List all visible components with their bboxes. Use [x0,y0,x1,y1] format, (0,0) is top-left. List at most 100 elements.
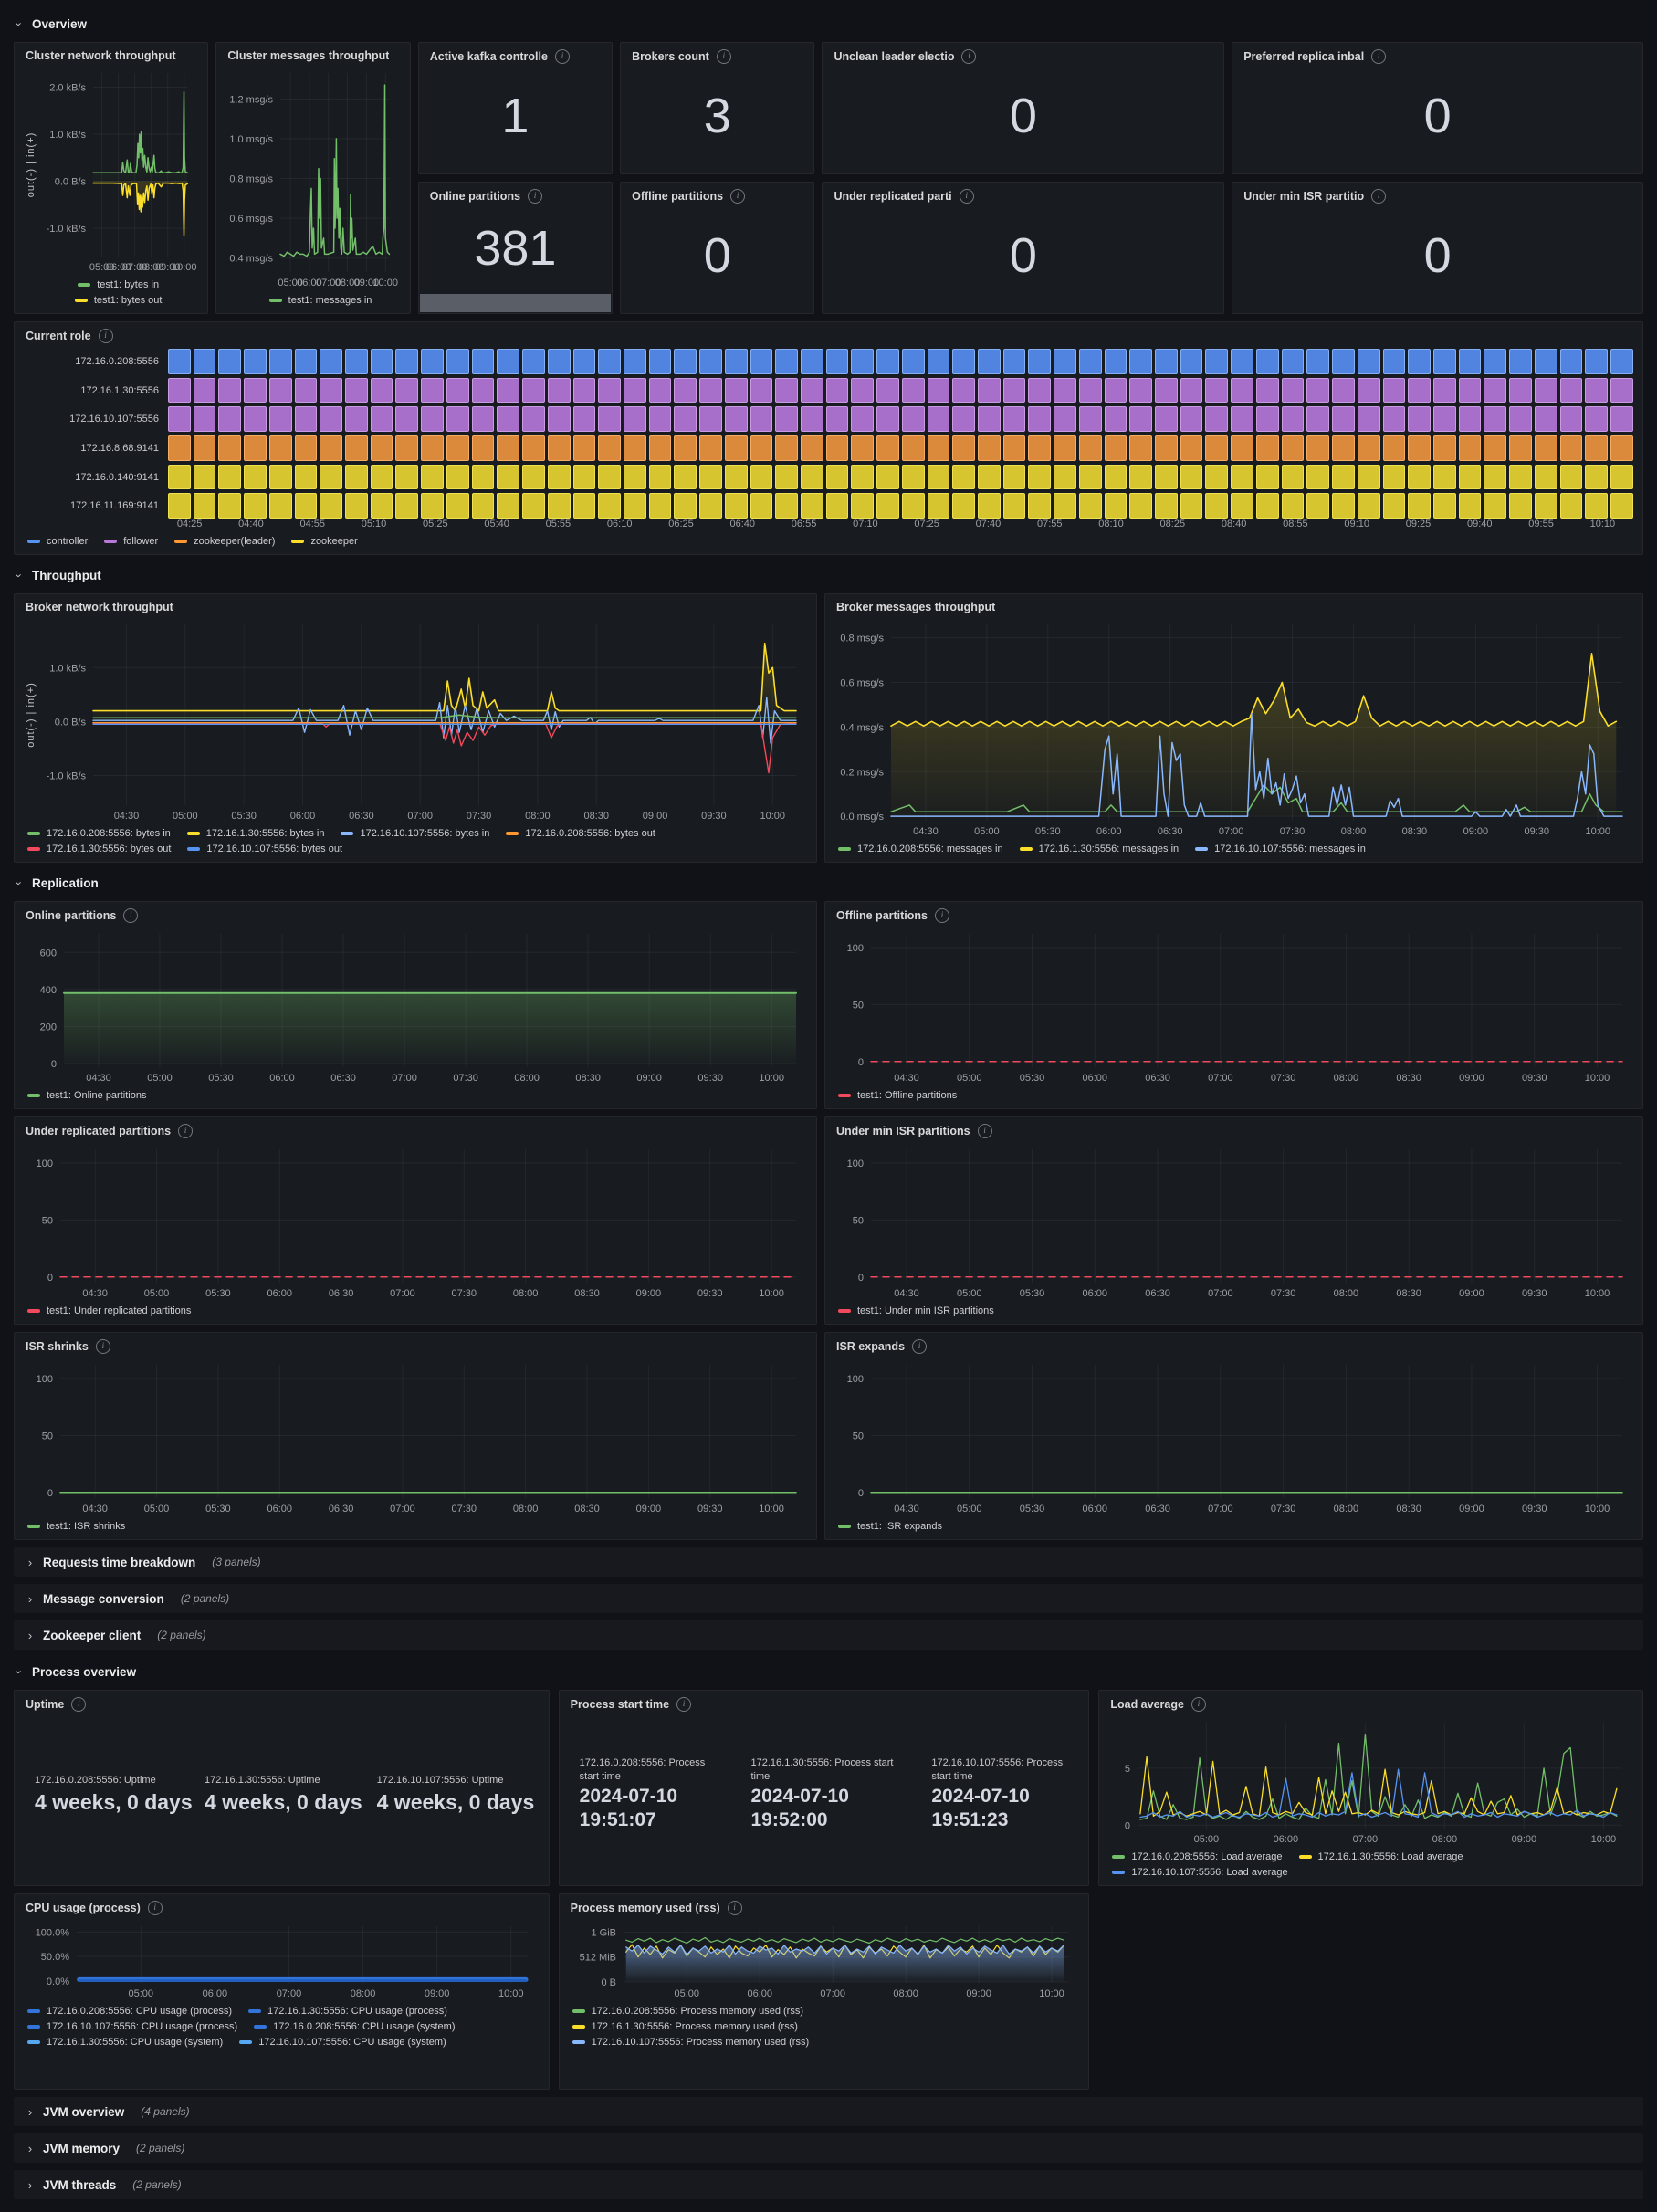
timeline-cell[interactable] [1281,377,1305,404]
timeline-cell[interactable] [1484,493,1507,519]
timeline-cell[interactable] [294,377,318,404]
timeline-cell[interactable] [1255,377,1279,404]
timeline-cell[interactable] [1408,406,1431,433]
timeline-cell[interactable] [395,464,419,490]
timeline-cell[interactable] [547,493,571,519]
timeline-cell[interactable] [294,464,318,490]
timeline-cell[interactable] [1002,349,1026,374]
timeline-cell[interactable] [825,464,849,490]
timeline-cell[interactable] [851,435,875,461]
timeline-cell[interactable] [978,349,1001,374]
timeline-cell[interactable] [244,377,267,404]
timeline-cell[interactable] [1585,349,1608,374]
timeline-cell[interactable] [1231,349,1253,374]
timeline-cell[interactable] [522,406,545,433]
info-icon[interactable]: i [1190,1697,1206,1712]
timeline-cell[interactable] [1155,464,1178,490]
timeline-cell[interactable] [1585,406,1608,433]
timeline-cell[interactable] [648,493,672,519]
timeline-cell[interactable] [497,406,520,433]
timeline-cell[interactable] [775,349,798,374]
timeline-cell[interactable] [1484,464,1507,490]
timeline-cell[interactable] [750,464,773,490]
timeline-cell[interactable] [1306,377,1330,404]
timeline-cell[interactable] [724,464,748,490]
info-icon[interactable]: i [912,1339,928,1354]
timeline-cell[interactable] [345,435,368,461]
timeline-cell[interactable] [1255,464,1279,490]
timeline-cell[interactable] [1432,464,1456,490]
timeline-cell[interactable] [825,406,849,433]
timeline-cell[interactable] [1155,377,1178,404]
legend-item[interactable]: 172.16.10.107:5556: Process memory used … [572,2037,1076,2048]
timeline-cell[interactable] [674,406,697,433]
timeline-cell[interactable] [193,406,216,433]
timeline-cell[interactable] [623,493,646,519]
timeline-cell[interactable] [218,493,242,519]
timeline-cell[interactable] [497,377,520,404]
timeline-cell[interactable] [1205,406,1229,433]
timeline-cell[interactable] [572,406,596,433]
section-header-overview[interactable]: › Overview [13,11,1643,37]
timeline-cell[interactable] [244,349,267,374]
timeline-cell[interactable] [345,493,368,519]
timeline-cell[interactable] [345,377,368,404]
timeline-cell[interactable] [1610,435,1633,461]
section-header-jvm-overview[interactable]: › JVM overview (4 panels) [14,2097,1643,2126]
timeline-cell[interactable] [497,464,520,490]
timeline-cell[interactable] [1255,349,1279,374]
timeline-cell[interactable] [370,377,393,404]
timeline-cell[interactable] [268,377,292,404]
legend-item[interactable]: 172.16.1.30:5556: messages in [1019,844,1179,854]
timeline-cell[interactable] [901,493,925,519]
legend-item[interactable]: 172.16.1.30:5556: CPU usage (system) [27,2037,223,2048]
timeline-cell[interactable] [294,493,318,519]
section-header-jvm-memory[interactable]: › JVM memory (2 panels) [14,2133,1643,2163]
timeline-cell[interactable] [1509,349,1532,374]
timeline-cell[interactable] [623,377,646,404]
legend-item[interactable]: test1: Under min ISR partitions [838,1305,994,1316]
timeline-cell[interactable] [978,406,1001,433]
timeline-cell[interactable] [1509,377,1532,404]
timeline-cell[interactable] [1054,349,1076,374]
timeline-cell[interactable] [724,406,748,433]
timeline-cell[interactable] [1306,435,1330,461]
timeline-cell[interactable] [876,493,899,519]
info-icon[interactable]: i [935,908,949,923]
timeline-cell[interactable] [1408,435,1431,461]
timeline-cell[interactable] [1281,435,1305,461]
timeline-cell[interactable] [1180,377,1203,404]
timeline-cell[interactable] [446,406,469,433]
timeline-cell[interactable] [1585,377,1608,404]
timeline-cell[interactable] [1054,377,1076,404]
timeline-cell[interactable] [193,377,216,404]
timeline-cell[interactable] [1180,464,1203,490]
timeline-cell[interactable] [598,349,621,374]
timeline-cell[interactable] [952,377,975,404]
info-icon[interactable]: i [961,49,977,64]
timeline-cell[interactable] [572,349,596,374]
timeline-cell[interactable] [1332,464,1355,490]
timeline-cell[interactable] [1408,377,1431,404]
timeline-cell[interactable] [320,435,343,461]
timeline-cell[interactable] [1382,493,1406,519]
timeline-cell[interactable] [471,406,495,433]
timeline-cell[interactable] [1559,435,1583,461]
timeline-cell[interactable] [421,464,444,490]
timeline-cell[interactable] [598,377,621,404]
timeline-cell[interactable] [471,349,495,374]
timeline-cell[interactable] [547,377,571,404]
timeline-cell[interactable] [750,406,773,433]
info-icon[interactable]: i [178,1124,194,1138]
legend-item[interactable]: follower [104,536,158,547]
timeline-cell[interactable] [1534,464,1557,490]
timeline-cell[interactable] [1104,435,1127,461]
timeline-cell[interactable] [522,435,545,461]
timeline-cell[interactable] [446,493,469,519]
legend-item[interactable]: 172.16.0.208:5556: messages in [838,844,1003,854]
section-header-jvm-threads[interactable]: › JVM threads (2 panels) [14,2170,1643,2199]
timeline-cell[interactable] [1205,464,1229,490]
timeline-cell[interactable] [927,435,950,461]
timeline-cell[interactable] [648,464,672,490]
timeline-cell[interactable] [623,464,646,490]
